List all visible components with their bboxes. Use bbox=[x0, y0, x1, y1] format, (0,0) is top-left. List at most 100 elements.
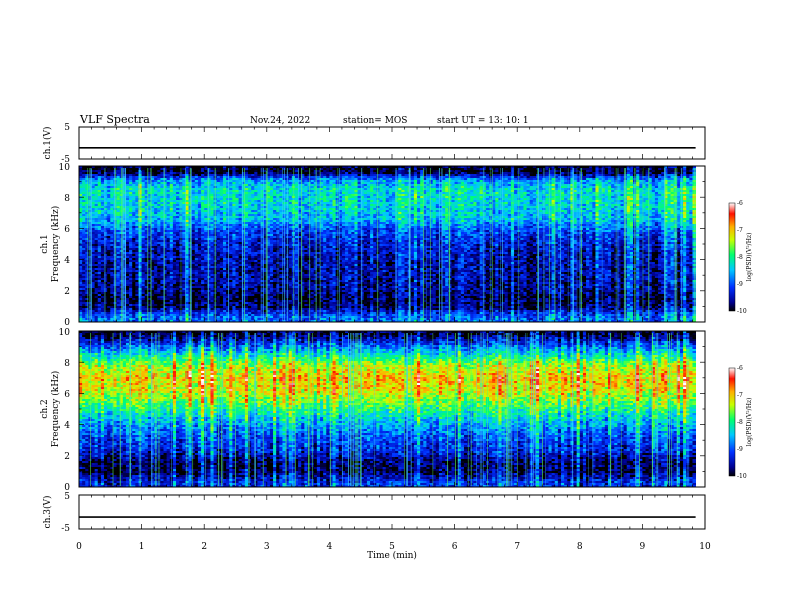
spectrogram-cell bbox=[82, 172, 86, 175]
spectrogram-cell bbox=[141, 298, 146, 301]
spectrogram-cell bbox=[125, 264, 130, 267]
spectrogram-cell bbox=[107, 236, 111, 239]
spectrogram-cell bbox=[122, 310, 127, 313]
spectrogram-cell bbox=[91, 310, 96, 313]
spectrogram-cell bbox=[157, 284, 161, 287]
spectrogram-cell bbox=[88, 184, 92, 187]
spectrogram-cell bbox=[197, 296, 202, 299]
spectrogram-cell bbox=[154, 174, 158, 177]
spectrogram-cell bbox=[135, 236, 139, 239]
spectrogram-cell bbox=[169, 272, 174, 275]
spectrogram-cell bbox=[169, 240, 174, 243]
spectrogram-cell bbox=[116, 256, 121, 259]
spectrogram-cell bbox=[88, 270, 92, 273]
spectrogram-cell bbox=[104, 256, 108, 259]
spectrogram-cell bbox=[147, 256, 152, 259]
spectrogram-cell bbox=[88, 278, 92, 281]
spectrogram-cell bbox=[157, 226, 161, 229]
spectrogram-cell bbox=[79, 268, 83, 271]
spectrogram-cell bbox=[82, 252, 86, 255]
spectrogram-cell bbox=[197, 278, 202, 281]
spectrogram-cell bbox=[194, 286, 199, 289]
spectrogram-cell bbox=[85, 208, 89, 211]
spectrogram-cell bbox=[79, 240, 83, 243]
spectrogram-cell bbox=[141, 296, 146, 299]
spectrogram-cell bbox=[157, 198, 161, 201]
spectrogram-cell bbox=[166, 310, 171, 313]
spectrogram-cell bbox=[135, 194, 139, 197]
spectrogram-cell bbox=[201, 176, 205, 179]
spectrogram-cell bbox=[197, 256, 202, 259]
spectrogram-cell bbox=[169, 190, 174, 193]
spectrogram-cell bbox=[163, 262, 168, 265]
spectrogram-cell bbox=[169, 288, 174, 291]
spectrogram-cell bbox=[129, 318, 133, 321]
spectrogram-cell bbox=[185, 186, 189, 189]
spectrogram-cell bbox=[135, 234, 139, 237]
spectrogram-cell bbox=[100, 178, 105, 181]
spectrogram-cell bbox=[132, 302, 136, 305]
spectrogram-cell bbox=[116, 204, 121, 207]
spectrogram-cell bbox=[150, 184, 155, 187]
spectrogram-cell bbox=[141, 300, 146, 303]
spectrogram-cell bbox=[110, 208, 114, 211]
spectrogram-cell bbox=[82, 216, 86, 219]
spectrogram-cell bbox=[182, 316, 186, 319]
spectrogram-cell bbox=[122, 282, 127, 285]
spectrogram-cell bbox=[150, 274, 155, 277]
spectrogram-cell bbox=[91, 220, 96, 223]
spectrogram-cell bbox=[176, 262, 180, 265]
spectrogram-cell bbox=[185, 166, 189, 169]
spectrogram-cell bbox=[110, 318, 114, 321]
spectrogram-cell bbox=[157, 174, 161, 177]
spectrogram-cell bbox=[82, 234, 86, 237]
spectrogram-cell bbox=[191, 172, 196, 175]
spectrogram-cell bbox=[194, 260, 199, 263]
spectrogram-cell bbox=[163, 196, 168, 199]
spectrogram-cell bbox=[135, 280, 139, 283]
spectrogram-cell bbox=[207, 288, 211, 291]
spectrogram-cell bbox=[169, 248, 174, 251]
spectrogram-cell bbox=[172, 184, 177, 187]
spectrogram-cell bbox=[147, 200, 152, 203]
spectrogram-cell bbox=[132, 310, 136, 313]
spectrogram-cell bbox=[194, 192, 199, 195]
spectrogram-cell bbox=[166, 174, 171, 177]
spectrogram-cell bbox=[166, 226, 171, 229]
spectrogram-cell bbox=[154, 318, 158, 321]
spectrogram-cell bbox=[182, 188, 186, 191]
spectrogram-cell bbox=[135, 266, 139, 269]
spectrogram-cell bbox=[144, 200, 149, 203]
spectrogram-cell bbox=[169, 274, 174, 277]
spectrogram-cell bbox=[182, 298, 186, 301]
spectrogram-cell bbox=[185, 228, 189, 231]
spectrogram-cell bbox=[113, 244, 117, 247]
spectrogram-cell bbox=[194, 206, 199, 209]
spectrogram-cell bbox=[135, 196, 139, 199]
spectrogram-cell bbox=[144, 172, 149, 175]
spectrogram-cell bbox=[125, 254, 130, 257]
spectrogram-cell bbox=[194, 264, 199, 267]
spectrogram-cell bbox=[91, 242, 96, 245]
spectrogram-cell bbox=[129, 202, 133, 205]
spectrogram-cell bbox=[88, 280, 92, 283]
spectrogram-cell bbox=[138, 190, 142, 193]
spectrogram-cell bbox=[154, 202, 158, 205]
spectrogram-cell bbox=[82, 260, 86, 263]
spectrogram-cell bbox=[201, 232, 205, 235]
spectrogram-cell bbox=[110, 178, 114, 181]
spectrogram-cell bbox=[147, 296, 152, 299]
spectrogram-cell bbox=[110, 312, 114, 315]
spectrogram-cell bbox=[129, 314, 133, 317]
spectrogram-cell bbox=[197, 208, 202, 211]
spectrogram-cell bbox=[107, 178, 111, 181]
spectrogram-cell bbox=[122, 316, 127, 319]
spectrogram-cell bbox=[147, 314, 152, 317]
spectrogram-cell bbox=[141, 260, 146, 263]
spectrogram-cell bbox=[191, 216, 196, 219]
spectrogram-cell bbox=[166, 256, 171, 259]
spectrogram-cell bbox=[154, 230, 158, 233]
spectrogram-cell bbox=[163, 168, 168, 171]
spectrogram-cell bbox=[150, 216, 155, 219]
spectrogram-cell bbox=[110, 218, 114, 221]
